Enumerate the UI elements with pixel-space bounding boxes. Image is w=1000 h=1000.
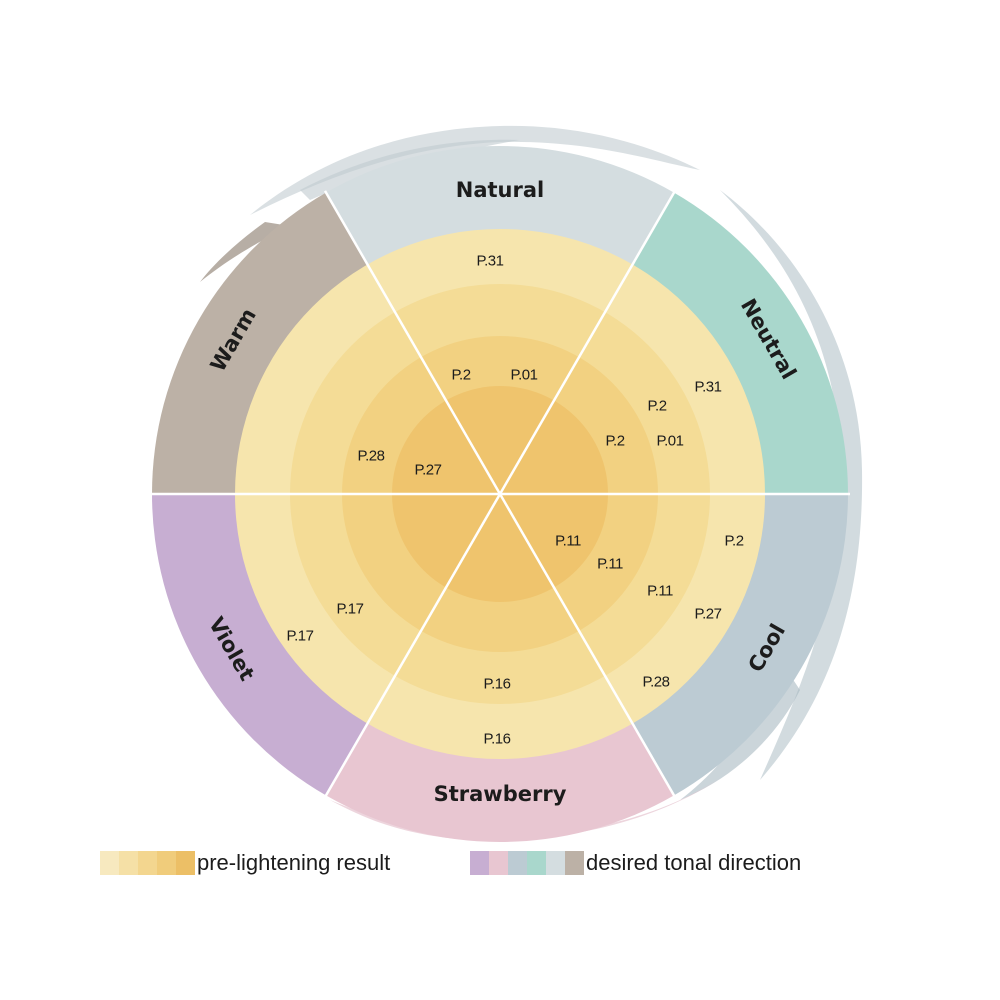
product-label: P.31 <box>695 379 722 396</box>
legend-swatch-cell <box>157 851 176 875</box>
product-label: P.2 <box>724 533 743 550</box>
legend-swatch-cell <box>489 851 508 875</box>
product-label: P.17 <box>287 628 314 645</box>
product-label: P.11 <box>555 533 581 550</box>
legend-tonal-direction-label: desired tonal direction <box>586 850 802 875</box>
legend-swatch-cell <box>138 851 157 875</box>
product-label: P.31 <box>477 253 504 270</box>
brush-stroke-top-2 <box>300 139 520 200</box>
legend-pre-lightening: pre-lightening result <box>100 848 390 878</box>
divider-line-3 <box>323 493 502 798</box>
legend-swatch-cell <box>100 851 119 875</box>
product-label: P.27 <box>695 606 722 623</box>
divider-line-6 <box>498 190 677 495</box>
legend-pre-lightening-label: pre-lightening result <box>197 850 391 875</box>
divider-line-5 <box>323 190 502 495</box>
legend-swatch-cell <box>546 851 565 875</box>
product-label: P.16 <box>484 731 511 748</box>
sector-label-strawberry: Strawberry <box>434 782 567 806</box>
divider-line-2 <box>498 493 677 798</box>
legend-swatch-cell <box>119 851 138 875</box>
product-label: P.2 <box>647 398 666 415</box>
legend-swatch-cell <box>470 851 489 875</box>
product-label: P.17 <box>337 601 364 618</box>
legend-tonal-direction: desired tonal direction <box>470 848 801 878</box>
legend-swatch-cell <box>508 851 527 875</box>
legend-swatch-cell <box>565 851 584 875</box>
product-label: P.2 <box>451 367 470 384</box>
product-label: P.01 <box>657 433 684 450</box>
brush-stroke-right <box>720 190 863 780</box>
product-label: P.11 <box>647 583 673 600</box>
product-label: P.01 <box>511 367 538 384</box>
legend-swatch-cell <box>527 851 546 875</box>
sector-dividers <box>150 190 850 798</box>
product-label: P.28 <box>358 448 385 465</box>
product-label: P.16 <box>484 676 511 693</box>
tonal-direction-swatch <box>470 851 584 875</box>
sector-label-natural: Natural <box>456 178 544 202</box>
product-label: P.2 <box>605 433 624 450</box>
product-label: P.11 <box>597 556 623 573</box>
product-label: P.28 <box>643 674 670 691</box>
pre-lightening-swatch <box>100 851 195 875</box>
product-labels: P.31 P.2 P.01 P.31 P.2 P.2 P.01 P.2 P.11 P.11 P.11… <box>287 253 745 748</box>
legend-swatch-cell <box>176 851 195 875</box>
product-label: P.27 <box>415 462 442 479</box>
